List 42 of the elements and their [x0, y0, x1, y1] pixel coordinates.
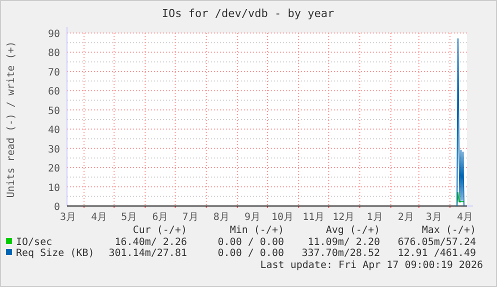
text: 0.00 / 0.00 — [218, 237, 284, 248]
text: 16.40m/ 2.26 — [114, 237, 187, 248]
chart-title: IOs for /dev/vdb - by year — [162, 7, 334, 20]
y-tick-label: 20 — [48, 164, 60, 175]
x-tick-label: 8月 — [213, 212, 230, 223]
x-tick-label: 3月 — [60, 212, 76, 223]
text: Last update: Fri Apr 17 09:00:19 2026 — [260, 260, 483, 271]
x-tick-label: 4月 — [91, 212, 108, 223]
x-tick-label: 10月 — [272, 212, 294, 223]
text: 337.70m/28.52 — [302, 248, 380, 259]
y-tick-label: 0 — [54, 202, 60, 213]
y-tick-label: 50 — [48, 106, 60, 117]
y-tick-label: 40 — [48, 125, 60, 136]
y-tick-label: 90 — [48, 29, 60, 40]
y-tick-label: 70 — [48, 67, 60, 78]
text: 301.14m/27.81 — [108, 248, 187, 259]
x-tick-label: 2月 — [398, 212, 414, 223]
text: Min (-/+) — [230, 225, 284, 236]
text: Cur (-/+) — [132, 225, 187, 236]
y-tick-label: 30 — [48, 144, 60, 156]
y-axis-title: Units read (-) / write (+) — [6, 41, 17, 198]
text: 12.91 /461.49 — [398, 248, 476, 259]
legend-label: IO/sec — [16, 237, 52, 248]
x-tick-label: 4月 — [456, 212, 474, 223]
x-tick-label: 6月 — [152, 212, 168, 223]
x-tick-label: 12月 — [332, 212, 355, 223]
line-series — [456, 38, 464, 206]
x-tick-label: 11月 — [302, 212, 325, 223]
legend-label: Req Size (KB) — [16, 248, 94, 259]
y-tick-label: 10 — [48, 182, 60, 194]
x-tick-label: 5月 — [121, 212, 138, 223]
text: Avg (-/+) — [326, 225, 380, 236]
text: 676.05m/57.24 — [398, 237, 476, 248]
text: Max (-/+) — [422, 225, 476, 236]
x-tick-label: 9月 — [244, 212, 260, 223]
x-tick-label: 3月 — [426, 212, 442, 223]
y-tick-label: 80 — [48, 48, 60, 60]
x-tick-label: 7月 — [182, 212, 198, 223]
x-tick-label: 1月 — [366, 212, 383, 223]
text: 11.09m/ 2.20 — [308, 237, 380, 248]
text: 0.00 / 0.00 — [218, 248, 284, 259]
y-tick-label: 60 — [48, 86, 60, 98]
